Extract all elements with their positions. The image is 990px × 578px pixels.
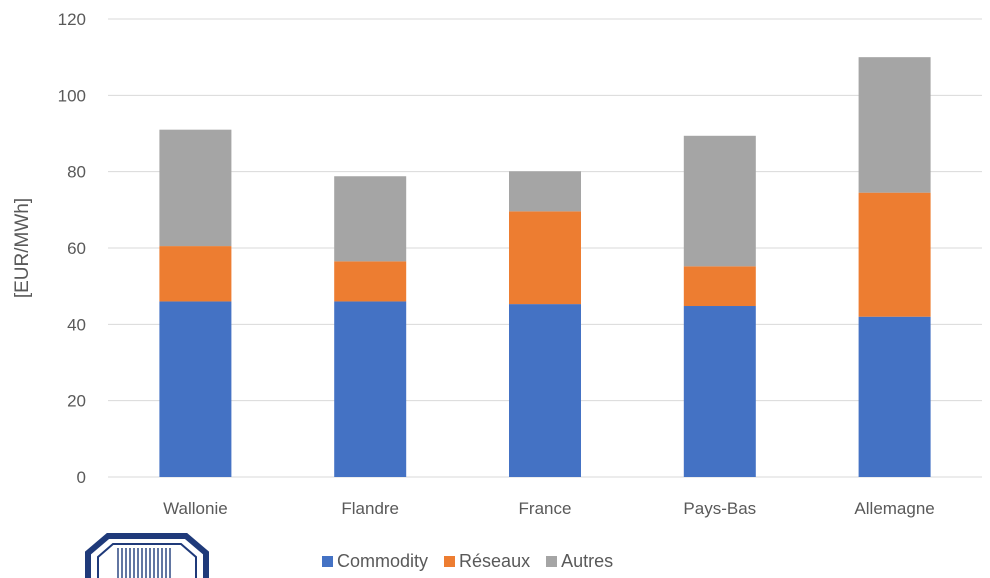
bar-segment-commodity: [334, 301, 407, 477]
bar-segment-autres: [509, 171, 581, 212]
bar-segment-rseaux: [858, 192, 931, 317]
seal-logo-icon: [85, 533, 209, 578]
legend-item-commodity: Commodity: [322, 551, 428, 572]
y-tick-label: 40: [67, 315, 86, 334]
bar-segment-rseaux: [683, 266, 756, 307]
legend-swatch-autres: [546, 556, 558, 567]
x-tick-label: Allemagne: [854, 499, 934, 518]
legend-label-reseaux: Réseaux: [459, 551, 531, 571]
legend-item-reseaux: Réseaux: [444, 551, 530, 572]
x-tick-label: France: [519, 499, 572, 518]
x-axis-ticks: Wallonie Flandre France Pays-Bas Allemagne: [163, 499, 935, 518]
bar-segment-commodity: [683, 306, 756, 477]
bar-segment-commodity: [858, 316, 931, 477]
legend-label-autres: Autres: [561, 551, 614, 571]
bar-segment-rseaux: [159, 246, 232, 302]
bar-segment-commodity: [509, 304, 581, 477]
legend-label-commodity: Commodity: [337, 551, 429, 571]
y-tick-label: 80: [67, 163, 86, 182]
bar-segment-rseaux: [334, 261, 407, 302]
x-tick-label: Flandre: [341, 499, 399, 518]
bars: [159, 57, 931, 477]
y-tick-label: 20: [67, 392, 86, 411]
y-tick-label: 60: [67, 239, 86, 258]
bar-segment-rseaux: [509, 211, 581, 305]
bar-segment-autres: [858, 57, 931, 193]
x-tick-label: Wallonie: [163, 499, 228, 518]
bar-segment-autres: [683, 135, 756, 267]
y-axis-ticks: 0 20 40 60 80 100 120: [58, 10, 86, 487]
bar-segment-autres: [159, 129, 232, 247]
legend-item-autres: Autres: [546, 551, 613, 572]
bar-segment-commodity: [159, 301, 232, 477]
legend: Commodity Réseaux Autres: [322, 551, 613, 572]
x-tick-label: Pays-Bas: [683, 499, 756, 518]
y-tick-label: 100: [58, 86, 86, 105]
y-tick-label: 0: [77, 468, 86, 487]
y-tick-label: 120: [58, 10, 86, 29]
bar-segment-autres: [334, 176, 407, 262]
legend-swatch-commodity: [322, 556, 333, 567]
legend-swatch-reseaux: [444, 556, 456, 567]
y-axis-title: [EUR/MWh]: [12, 198, 33, 298]
